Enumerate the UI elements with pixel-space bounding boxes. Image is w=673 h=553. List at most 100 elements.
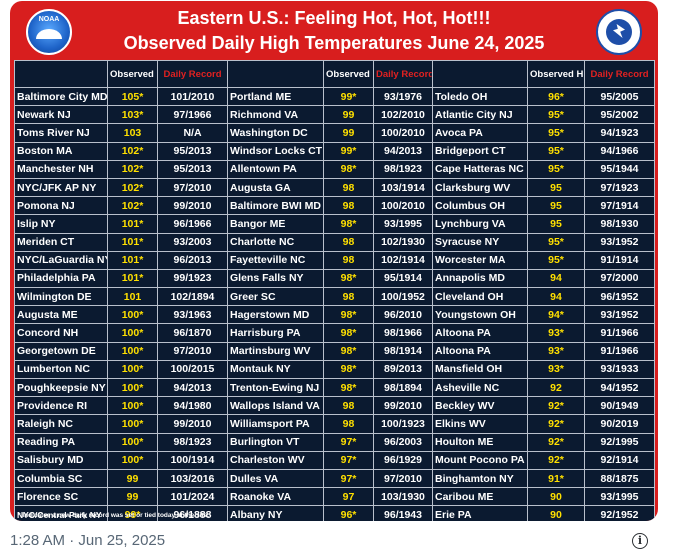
- observed-high-temp: 98*: [323, 159, 374, 179]
- table-row: Baltimore City MD 105* 101/2010 Portland ME…: [14, 86, 655, 107]
- observed-high-temp: 100*: [107, 323, 158, 343]
- observed-high-temp: 98*: [323, 359, 374, 380]
- station-name: Lynchburg VA: [432, 214, 528, 234]
- observed-high-temp: 99: [107, 468, 158, 489]
- daily-record: 88/1875: [584, 468, 655, 489]
- daily-record: 94/1923: [584, 123, 655, 143]
- daily-record: 92/1952: [584, 505, 655, 521]
- observed-high-temp: 98: [323, 232, 374, 252]
- observed-high-temp: 90: [527, 487, 585, 507]
- daily-record: 94/1980: [157, 396, 228, 416]
- table-row: Islip NY 101* 96/1966 Bangor ME 98* 93/1995 Ly…: [14, 214, 655, 234]
- station-name: Poughkeepsie NY: [14, 377, 108, 398]
- observed-high-temp: 98: [323, 177, 374, 198]
- observed-high-temp: 93*: [527, 323, 585, 343]
- daily-record: 93/2003: [157, 232, 228, 252]
- station-name: Boston MA: [14, 141, 108, 161]
- daily-record: 99/2010: [157, 414, 228, 434]
- observed-high-temp: 98*: [323, 214, 374, 234]
- observed-high-temp: 100*: [107, 450, 158, 470]
- observed-high-temp: 92*: [527, 432, 585, 452]
- station-name: Binghamton NY: [432, 468, 528, 489]
- post-timestamp[interactable]: 1:28 AM · Jun 25, 2025: [10, 532, 166, 549]
- table-row: Salisbury MD 100* 100/1914 Charleston WV 97*…: [14, 450, 655, 470]
- daily-record: 101/2010: [157, 86, 228, 107]
- observed-high-temp: 99: [323, 105, 374, 125]
- daily-record: 96/2003: [373, 432, 433, 452]
- table-row: Manchester NH 102* 95/2013 Allentown PA 98* 9…: [14, 159, 655, 179]
- table-row: NYC/JFK AP NY 102* 97/2010 Augusta GA 98 103/…: [14, 177, 655, 198]
- observed-high-temp: 98: [323, 196, 374, 216]
- daily-record: 102/1914: [373, 250, 433, 270]
- station-name: Hagerstown MD: [227, 305, 324, 325]
- station-name: Fayetteville NC: [227, 250, 324, 270]
- daily-record: 98/1914: [373, 341, 433, 361]
- observed-high-temp: 94*: [527, 305, 585, 325]
- daily-record: 94/1952: [584, 377, 655, 398]
- daily-record: 93/1952: [584, 232, 655, 252]
- observed-high-temp: 97*: [323, 450, 374, 470]
- table-row: Raleigh NC 100* 99/2010 Williamsport PA 98 10…: [14, 414, 655, 434]
- observed-high-temp: 98: [323, 414, 374, 434]
- station-name: Roanoke VA: [227, 487, 324, 507]
- observed-high-temp: 100*: [107, 377, 158, 398]
- station-name: Houlton ME: [432, 432, 528, 452]
- observed-high-temp: 105*: [107, 86, 158, 107]
- observed-high-temp: 103: [107, 123, 158, 143]
- station-name: Windsor Locks CT: [227, 141, 324, 161]
- daily-record: 102/1930: [373, 232, 433, 252]
- station-name: Worcester MA: [432, 250, 528, 270]
- station-name: Florence SC: [14, 487, 108, 507]
- station-name: Toledo OH: [432, 86, 528, 107]
- station-name: Columbus OH: [432, 196, 528, 216]
- daily-record: 99/1923: [157, 268, 228, 289]
- observed-high-temp: 95: [527, 177, 585, 198]
- record-header-3: Daily Record: [584, 60, 655, 88]
- observed-high-temp: 98*: [323, 341, 374, 361]
- daily-record: 93/1995: [373, 214, 433, 234]
- observed-high-temp: 92*: [527, 414, 585, 434]
- table-row: Toms River NJ 103 N/A Washington DC 99 100/20…: [14, 123, 655, 143]
- observed-high-temp: 92*: [527, 450, 585, 470]
- daily-record: 96/1943: [373, 505, 433, 521]
- table-row: Augusta ME 100* 93/1963 Hagerstown MD 98* 96/…: [14, 305, 655, 325]
- observed-high-temp: 95*: [527, 232, 585, 252]
- table-row: Philadelphia PA 101* 99/1923 Glens Falls NY…: [14, 268, 655, 289]
- station-name: Williamsport PA: [227, 414, 324, 434]
- daily-record: 102/1894: [157, 287, 228, 307]
- info-icon[interactable]: i: [632, 533, 648, 549]
- station-name: Martinsburg WV: [227, 341, 324, 361]
- station-name: Glens Falls NY: [227, 268, 324, 289]
- observed-high-temp: 90: [527, 505, 585, 521]
- observed-high-temp: 101*: [107, 250, 158, 270]
- station-name: Charleston WV: [227, 450, 324, 470]
- station-name: Cape Hatteras NC: [432, 159, 528, 179]
- daily-record: 100/1914: [157, 450, 228, 470]
- daily-record: 93/1963: [157, 305, 228, 325]
- station-name: Charlotte NC: [227, 232, 324, 252]
- daily-record: 95/1914: [373, 268, 433, 289]
- observed-high-temp: 101*: [107, 232, 158, 252]
- station-name: Augusta ME: [14, 305, 108, 325]
- daily-record: 101/2024: [157, 487, 228, 507]
- daily-record: 91/1966: [584, 323, 655, 343]
- daily-record: 100/1923: [373, 414, 433, 434]
- observed-high-temp: 95*: [527, 250, 585, 270]
- observed-high-temp: 98*: [323, 305, 374, 325]
- station-name: Wilmington DE: [14, 287, 108, 307]
- observed-high-temp: 94: [527, 287, 585, 307]
- station-name: NYC/LaGuardia NY: [14, 250, 108, 270]
- station-name: Philadelphia PA: [14, 268, 108, 289]
- table-row: Boston MA 102* 95/2013 Windsor Locks CT 99* 9…: [14, 141, 655, 161]
- daily-record: 95/2013: [157, 141, 228, 161]
- station-name: Burlington VT: [227, 432, 324, 452]
- station-name: Georgetown DE: [14, 341, 108, 361]
- table-row: Wilmington DE 101 102/1894 Greer SC 98 100/19…: [14, 287, 655, 307]
- station-name: Toms River NJ: [14, 123, 108, 143]
- daily-record: 96/2010: [373, 305, 433, 325]
- station-name: Allentown PA: [227, 159, 324, 179]
- observed-high-temp: 101*: [107, 268, 158, 289]
- observed-high-temp: 102*: [107, 141, 158, 161]
- observed-high-temp: 100*: [107, 305, 158, 325]
- daily-record: 98/1923: [373, 159, 433, 179]
